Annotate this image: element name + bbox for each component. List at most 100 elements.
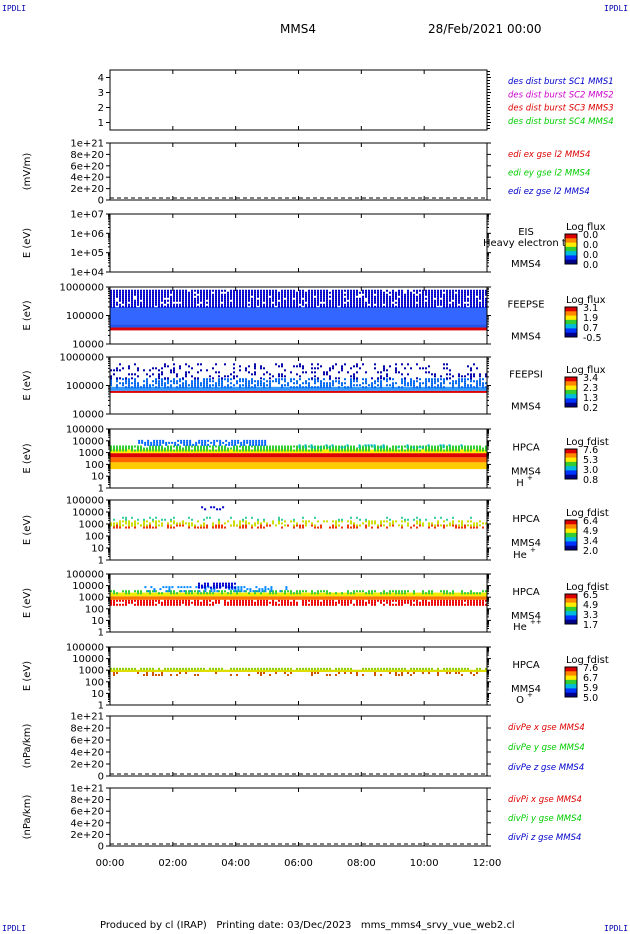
spectrogram-cell-hpca-he bbox=[251, 526, 253, 529]
spectrogram-cell-hpca-o bbox=[164, 667, 166, 670]
spectrogram-cell-hpca-he bbox=[461, 526, 463, 529]
spectrogram-cell-feepsi bbox=[428, 371, 430, 374]
spectrogram-cell-hpca-h bbox=[467, 449, 469, 452]
spectrogram-cell-feepse bbox=[305, 295, 307, 298]
spectrogram-cell-feepse bbox=[236, 305, 238, 308]
spectrogram-cell-feepsi bbox=[395, 369, 397, 372]
spectrogram-cell-hpca-he bbox=[467, 524, 469, 527]
spectrogram-cell-feepsi bbox=[401, 363, 403, 366]
spectrogram-cell-hpca-he bbox=[437, 520, 439, 523]
spectrogram-cell-feepse bbox=[116, 295, 118, 298]
spectrogram-cell-feepsi bbox=[443, 363, 445, 366]
spectrogram-cell-hpca-h bbox=[458, 447, 460, 450]
spectrogram-cell-feepsi bbox=[407, 363, 409, 366]
spectrogram-cell-feepse bbox=[182, 299, 184, 302]
spectrogram-cell-hpca-h bbox=[410, 447, 412, 450]
spectrogram-cell-feepsi bbox=[269, 384, 271, 387]
spectrogram-cell-feepse bbox=[149, 301, 151, 304]
spectrogram-cell-feepse bbox=[281, 291, 283, 294]
spectrogram-cell-feepsi bbox=[269, 373, 271, 376]
spectrogram-cell-feepse bbox=[152, 289, 154, 292]
spectrogram-cell-hpca-hepp bbox=[323, 601, 325, 604]
spectrogram-cell-hpca-hepp bbox=[125, 592, 127, 595]
spectrogram-cell-feepse bbox=[236, 299, 238, 302]
spectrogram-cell-feepse bbox=[332, 299, 334, 302]
colorbar-frame-hpca-hepp bbox=[564, 593, 578, 625]
spectrogram-cell-hpca-hepp bbox=[263, 601, 265, 604]
spectrogram-cell-feepse bbox=[200, 299, 202, 302]
spectrogram-cell-feepsi bbox=[458, 384, 460, 387]
spectrogram-cell-feepse bbox=[215, 295, 217, 298]
spectrogram-cell-feepsi bbox=[248, 386, 250, 389]
spectrogram-cell-hpca-he bbox=[204, 508, 207, 511]
y-tick-label-hpca-hepp: 1 bbox=[98, 628, 104, 639]
spectrogram-cell-feepse bbox=[218, 291, 220, 294]
spectrogram-cell-hpca-h bbox=[428, 445, 430, 448]
spectrogram-cell-feepse bbox=[311, 305, 313, 308]
spectrogram-cell-hpca-he bbox=[233, 520, 235, 523]
spectrogram-cell-hpca-h bbox=[261, 441, 264, 444]
spectrogram-cell-hpca-h bbox=[162, 439, 165, 442]
spectrogram-cell-hpca-hepp bbox=[416, 599, 418, 602]
spectrogram-cell-feepsi bbox=[158, 380, 160, 383]
spectrogram-cell-hpca-h bbox=[470, 449, 472, 452]
spectrogram-cell-hpca-h bbox=[287, 445, 289, 448]
spectrogram-cell-hpca-h bbox=[446, 447, 448, 450]
spectrogram-cell-feepse bbox=[146, 305, 148, 308]
spectrogram-cell-hpca-h bbox=[167, 449, 169, 452]
spectrogram-cell-hpca-hepp bbox=[320, 601, 322, 604]
spectrogram-cell-feepse bbox=[386, 299, 388, 302]
spectrogram-cell-hpca-o bbox=[245, 667, 247, 670]
spectrogram-cell-feepsi bbox=[185, 363, 187, 366]
spectrogram-cell-feepse bbox=[428, 299, 430, 302]
spectrogram-cell-feepse bbox=[434, 293, 436, 296]
spectrogram-cell-hpca-hepp bbox=[461, 590, 463, 593]
spectrogram-cell-hpca-hepp bbox=[113, 590, 115, 593]
spectrogram-cell-feepsi bbox=[326, 371, 328, 374]
colorbar-tick-label-eis: 0.0 bbox=[583, 250, 598, 261]
spectrogram-cell-hpca-h bbox=[272, 445, 274, 448]
spectrogram-cell-hpca-h bbox=[356, 447, 358, 450]
spectrogram-cell-feepsi bbox=[362, 378, 364, 381]
spectrogram-cell-hpca-he bbox=[347, 524, 349, 527]
spectrogram-cell-hpca-o bbox=[215, 671, 217, 674]
spectrogram-cell-hpca-o bbox=[428, 667, 430, 670]
spectrogram-cell-hpca-hepp bbox=[461, 599, 463, 602]
spectrogram-cell-feepse bbox=[158, 303, 160, 306]
spectrogram-cell-feepsi bbox=[257, 382, 259, 385]
spectrogram-cell-feepse bbox=[140, 293, 142, 296]
spectrogram-cell-feepse bbox=[116, 289, 118, 292]
spectrogram-cell-hpca-he bbox=[368, 524, 370, 527]
spectrogram-cell-hpca-h bbox=[119, 447, 121, 450]
spectrogram-cell-hpca-hepp bbox=[266, 599, 268, 602]
spectrogram-cell-hpca-he bbox=[428, 526, 430, 529]
spectrogram-cell-feepse bbox=[407, 293, 409, 296]
spectrogram-cell-feepse bbox=[254, 297, 256, 300]
spectrogram-cell-feepse bbox=[470, 303, 472, 306]
spectrogram-cell-feepse bbox=[290, 305, 292, 308]
spectrogram-cell-feepse bbox=[209, 289, 211, 292]
spectrogram-cell-feepse bbox=[131, 295, 133, 298]
spectrogram-cell-hpca-he bbox=[210, 506, 213, 509]
spectrogram-cell-feepsi bbox=[191, 375, 193, 378]
spectrogram-cell-hpca-h bbox=[284, 445, 286, 448]
spectrogram-cell-hpca-h bbox=[198, 439, 201, 442]
spectrogram-cell-hpca-h bbox=[218, 447, 220, 450]
spectrogram-cell-feepsi bbox=[452, 382, 454, 385]
spectrogram-cell-feepsi bbox=[434, 380, 436, 383]
colorbar-segment-eis bbox=[565, 242, 577, 248]
spectrogram-cell-feepse bbox=[137, 291, 139, 294]
spectrogram-cell-feepse bbox=[212, 297, 214, 300]
spectrogram-cell-hpca-hepp bbox=[356, 590, 358, 593]
spectrogram-cell-feepsi bbox=[260, 377, 262, 380]
spectrogram-cell-hpca-he bbox=[125, 526, 127, 529]
spectrogram-cell-feepse bbox=[212, 289, 214, 292]
colorbar-segment-hpca-o bbox=[565, 679, 577, 685]
spectrogram-cell-feepse bbox=[482, 289, 484, 292]
spectrogram-cell-hpca-hepp bbox=[122, 599, 124, 602]
spectrogram-cell-feepse bbox=[386, 305, 388, 308]
spectrogram-cell-hpca-hepp bbox=[164, 603, 166, 606]
spectrogram-cell-feepse bbox=[464, 295, 466, 298]
spectrogram-cell-hpca-h bbox=[263, 449, 265, 452]
spectrogram-cell-feepsi bbox=[284, 375, 286, 378]
